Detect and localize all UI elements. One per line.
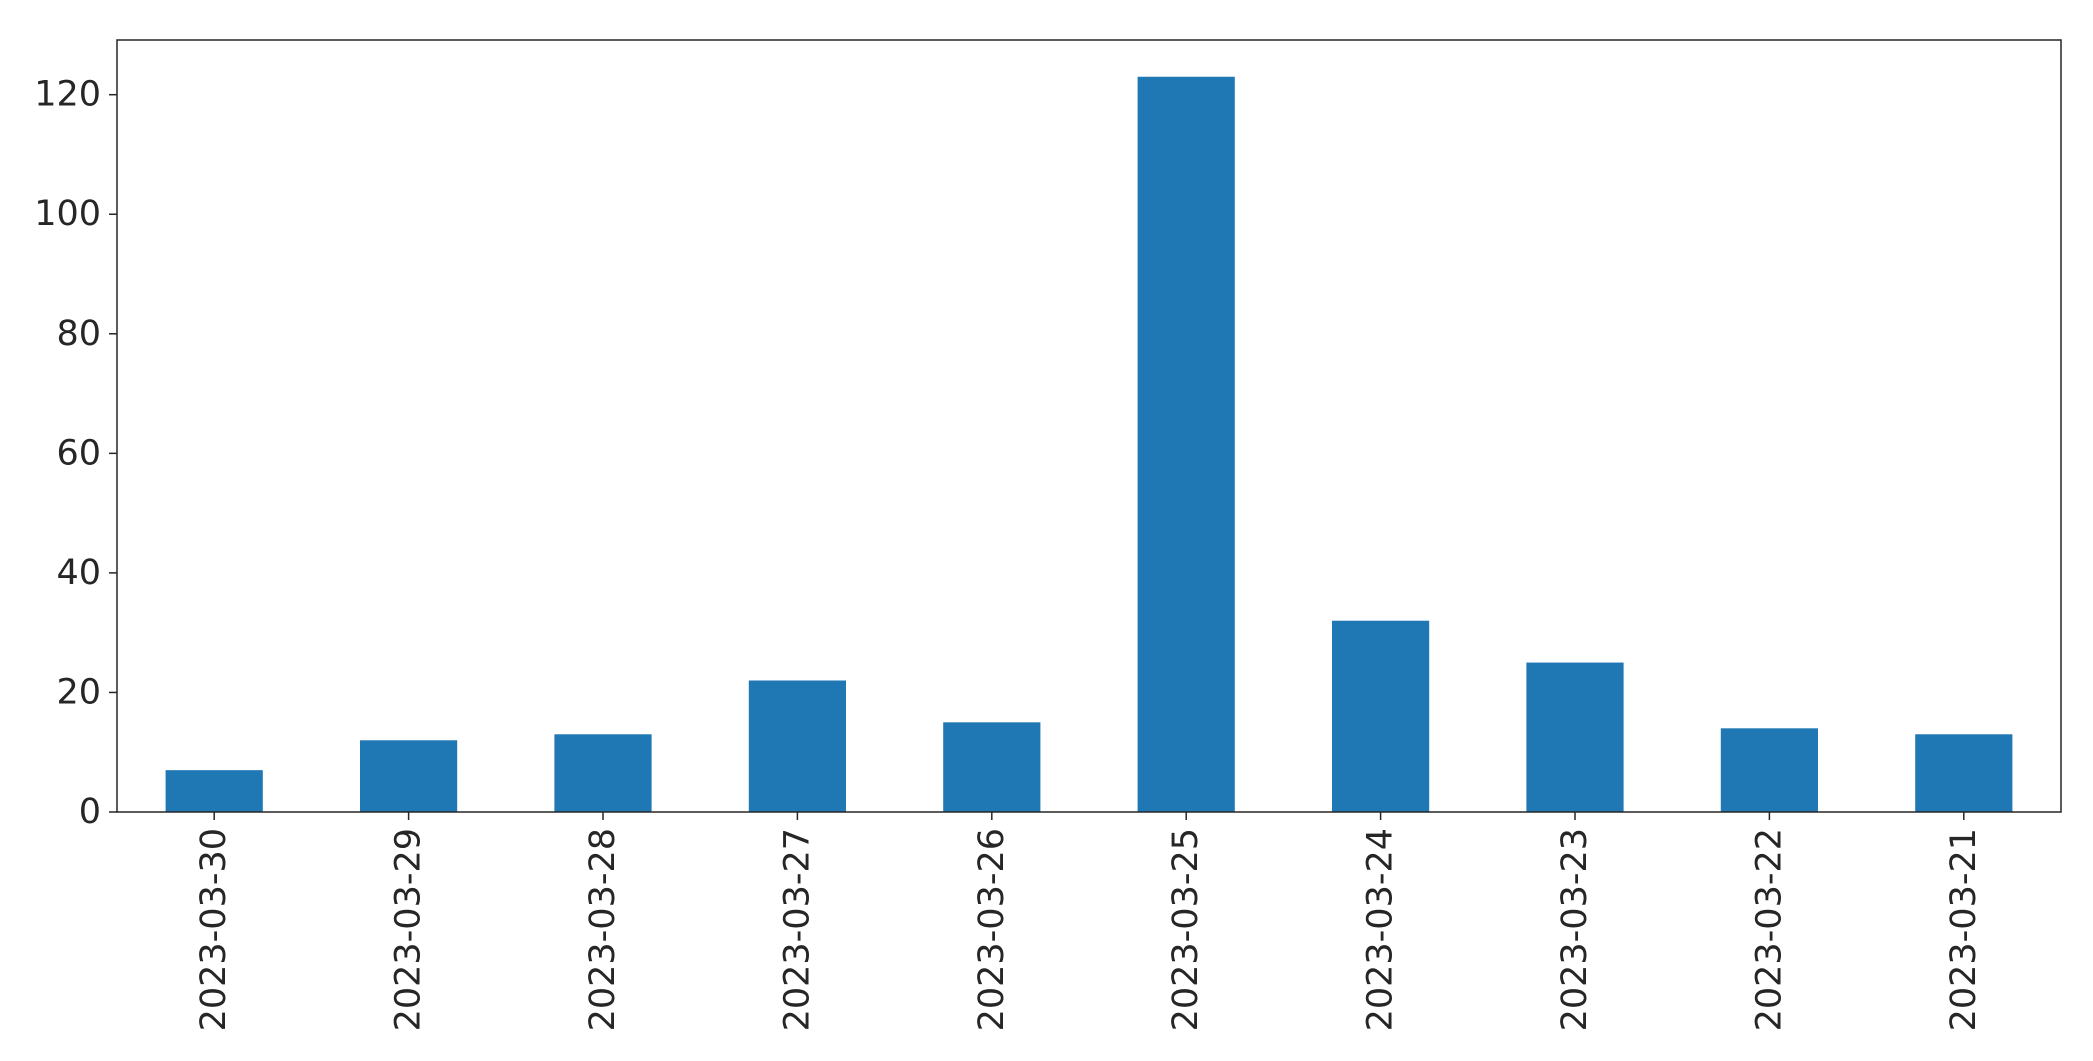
x-tick-label: 2023-03-29: [389, 828, 429, 1031]
plot-frame: [116, 39, 2062, 813]
bar-2023-03-30: [165, 770, 263, 812]
x-tick-label: 2023-03-22: [1749, 828, 1789, 1031]
bar-2023-03-23: [1526, 662, 1624, 812]
x-axis: 2023-03-30 2023-03-29 2023-03-28 2023-03-27…: [194, 812, 1984, 1031]
y-axis: 0 20 40 60 80 100 120: [34, 75, 117, 832]
y-tick-label: 100: [34, 194, 101, 234]
x-tick-label: 2023-03-30: [194, 828, 234, 1031]
x-tick-label: 2023-03-23: [1555, 828, 1595, 1031]
y-tick-label: 0: [79, 792, 101, 832]
y-tick-label: 20: [56, 672, 101, 712]
bar-2023-03-22: [1720, 728, 1818, 812]
y-tick-label: 40: [56, 553, 101, 593]
x-tick-label: 2023-03-27: [777, 828, 817, 1031]
y-tick-label: 120: [34, 75, 101, 115]
x-tick-label: 2023-03-25: [1166, 828, 1206, 1031]
bar-2023-03-27: [748, 680, 846, 812]
y-tick-label: 60: [56, 433, 101, 473]
x-tick-label: 2023-03-26: [972, 828, 1012, 1031]
bar-2023-03-26: [943, 722, 1041, 812]
y-tick-label: 80: [56, 314, 101, 354]
bar-2023-03-28: [554, 734, 652, 812]
bar-2023-03-29: [360, 740, 458, 812]
x-tick-label: 2023-03-28: [583, 828, 623, 1031]
bar-2023-03-21: [1915, 734, 2013, 812]
bars-group: [165, 76, 2013, 812]
bar-2023-03-25: [1137, 76, 1235, 812]
bar-2023-03-24: [1332, 620, 1430, 812]
x-tick-label: 2023-03-24: [1361, 828, 1401, 1031]
x-tick-label: 2023-03-21: [1944, 828, 1984, 1031]
